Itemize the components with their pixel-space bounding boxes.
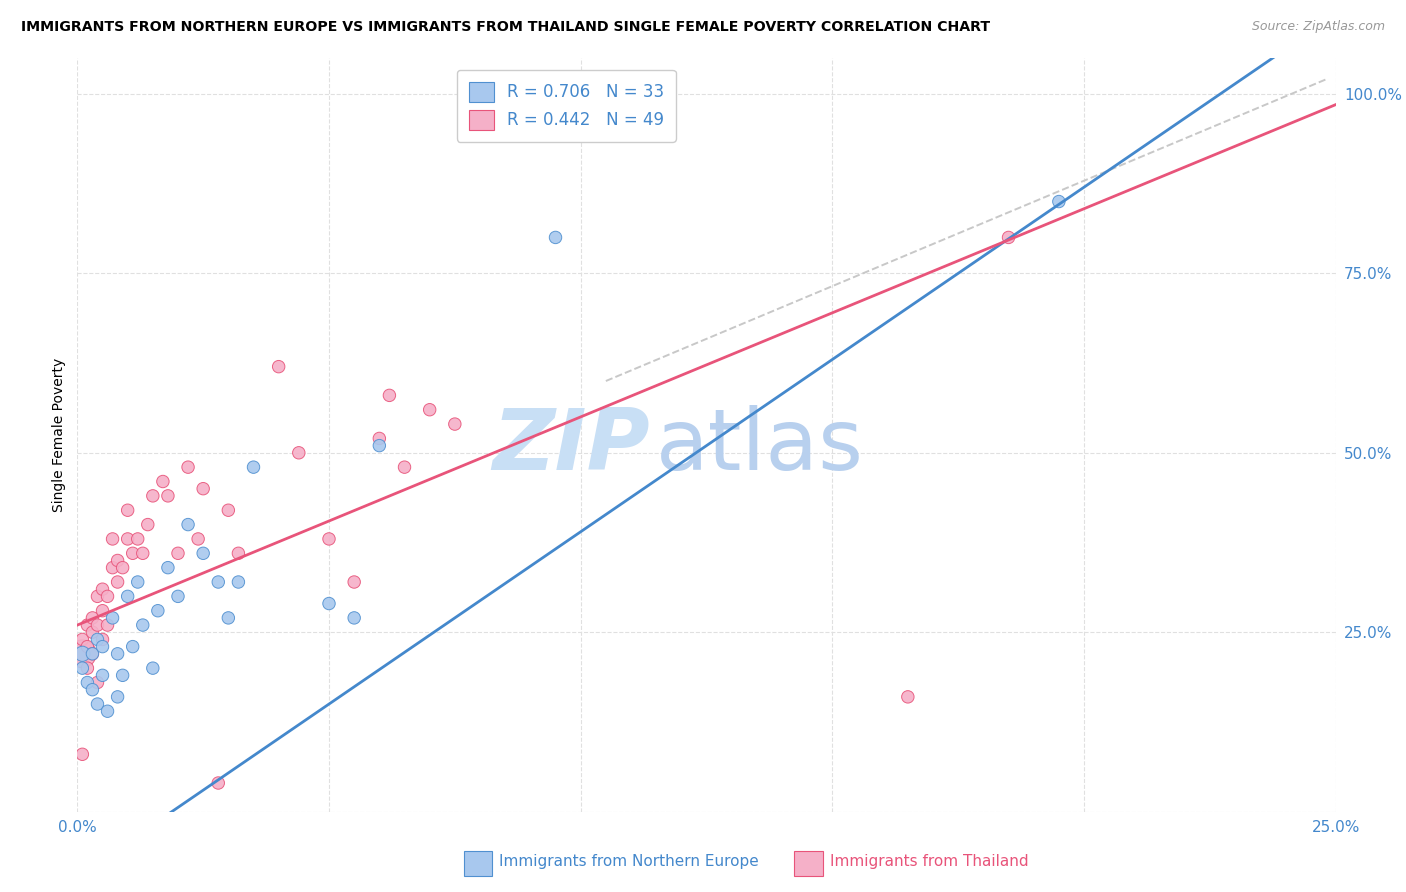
Point xyxy=(111,668,134,682)
Point xyxy=(107,553,129,567)
Point xyxy=(217,611,239,625)
Point xyxy=(86,618,108,632)
Point xyxy=(127,574,149,589)
Point xyxy=(207,776,229,790)
Point xyxy=(91,668,114,682)
Point xyxy=(228,546,250,560)
Point xyxy=(242,460,264,475)
Point xyxy=(76,618,98,632)
Point xyxy=(228,574,250,589)
Point xyxy=(96,704,118,718)
Point xyxy=(121,640,143,654)
Point xyxy=(86,590,108,604)
Point xyxy=(191,546,215,560)
Point xyxy=(368,432,391,446)
Point xyxy=(167,590,190,604)
Point xyxy=(101,560,124,574)
Point xyxy=(111,560,134,574)
Point xyxy=(167,546,190,560)
Point xyxy=(156,489,179,503)
Point xyxy=(82,611,104,625)
Point xyxy=(82,625,104,640)
Text: ZIP: ZIP xyxy=(492,405,650,488)
Point xyxy=(117,590,139,604)
Legend: R = 0.706   N = 33, R = 0.442   N = 49: R = 0.706 N = 33, R = 0.442 N = 49 xyxy=(457,70,676,142)
Point xyxy=(142,661,165,675)
Point xyxy=(191,482,215,496)
Point xyxy=(107,690,129,704)
Point xyxy=(207,574,229,589)
Point xyxy=(217,503,239,517)
Point xyxy=(117,503,139,517)
Point xyxy=(86,697,108,711)
Point xyxy=(91,604,114,618)
Point xyxy=(72,647,94,661)
Point xyxy=(72,661,94,675)
Point xyxy=(897,690,920,704)
Point xyxy=(82,682,104,697)
Point xyxy=(91,640,114,654)
Point xyxy=(86,675,108,690)
Point xyxy=(107,647,129,661)
Point xyxy=(444,417,467,431)
Point xyxy=(72,647,94,661)
Point xyxy=(72,747,94,762)
Point xyxy=(343,574,366,589)
Text: IMMIGRANTS FROM NORTHERN EUROPE VS IMMIGRANTS FROM THAILAND SINGLE FEMALE POVERT: IMMIGRANTS FROM NORTHERN EUROPE VS IMMIG… xyxy=(21,20,990,34)
Y-axis label: Single Female Poverty: Single Female Poverty xyxy=(52,358,66,512)
Point xyxy=(76,640,98,654)
Point xyxy=(121,546,143,560)
Point xyxy=(117,532,139,546)
Text: Immigrants from Northern Europe: Immigrants from Northern Europe xyxy=(499,855,759,869)
Point xyxy=(187,532,209,546)
Point xyxy=(132,618,155,632)
Text: Immigrants from Thailand: Immigrants from Thailand xyxy=(830,855,1028,869)
Point xyxy=(152,475,174,489)
Point xyxy=(136,517,159,532)
Point xyxy=(101,611,124,625)
Point xyxy=(394,460,416,475)
Point xyxy=(82,647,104,661)
Point xyxy=(1047,194,1070,209)
Point xyxy=(142,489,165,503)
Point xyxy=(378,388,401,402)
Text: Source: ZipAtlas.com: Source: ZipAtlas.com xyxy=(1251,20,1385,33)
Point xyxy=(318,597,340,611)
Point xyxy=(82,647,104,661)
Point xyxy=(177,460,200,475)
Text: atlas: atlas xyxy=(657,405,865,488)
Point xyxy=(96,618,118,632)
Point xyxy=(76,661,98,675)
Point xyxy=(146,604,169,618)
Point xyxy=(419,402,441,417)
Point xyxy=(318,532,340,546)
Point xyxy=(343,611,366,625)
Point xyxy=(91,582,114,597)
Point xyxy=(72,632,94,647)
Point xyxy=(177,517,200,532)
Point xyxy=(288,446,311,460)
Point xyxy=(107,574,129,589)
Point xyxy=(267,359,290,374)
Point xyxy=(997,230,1019,244)
Point xyxy=(91,632,114,647)
Point xyxy=(132,546,155,560)
Point xyxy=(101,532,124,546)
Point xyxy=(368,439,391,453)
Point xyxy=(86,632,108,647)
Point xyxy=(76,675,98,690)
Point xyxy=(156,560,179,574)
Point xyxy=(127,532,149,546)
Point xyxy=(544,230,567,244)
Point xyxy=(96,590,118,604)
